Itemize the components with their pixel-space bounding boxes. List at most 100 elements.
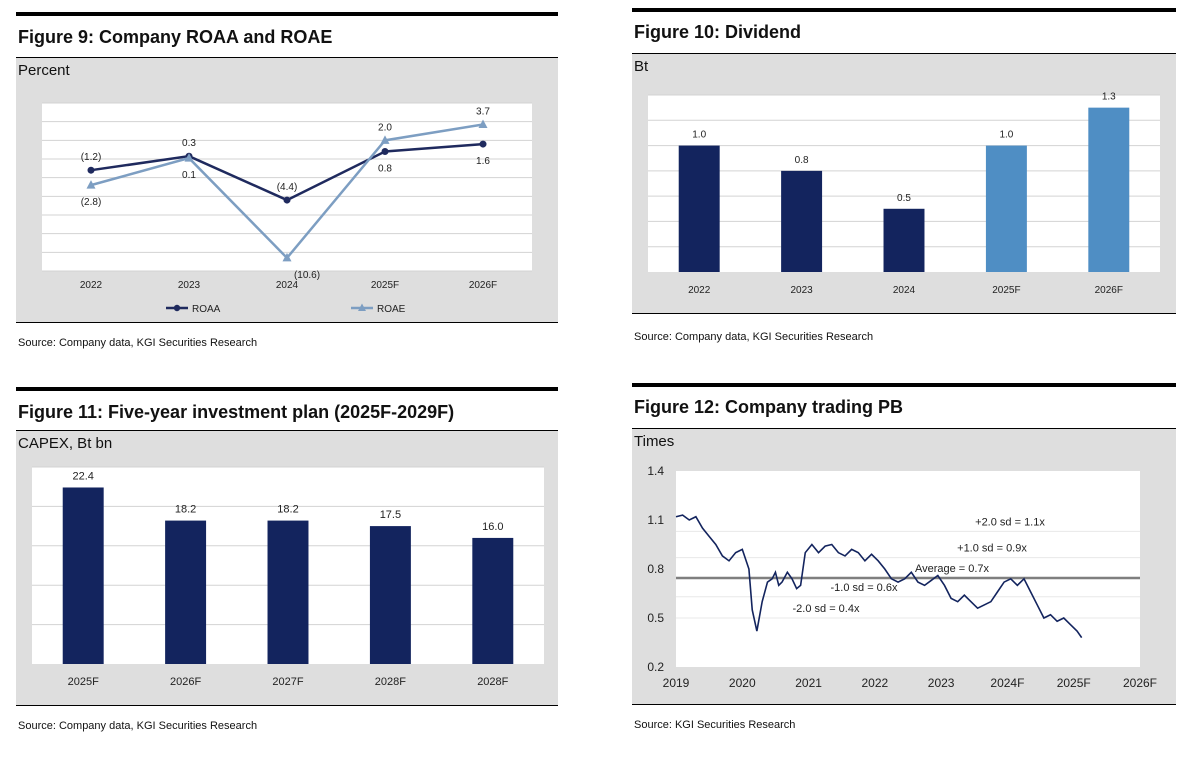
figure-10-top-rule <box>632 8 1176 12</box>
figure-11-chart-area: CAPEX, Bt bn 22.4 2025F 18.2 2026F 18.2 2027F… <box>16 430 558 706</box>
x-tick-label: 2023 <box>928 676 955 690</box>
roaa-point <box>87 166 95 174</box>
roae-data-label: 0.1 <box>182 170 196 181</box>
bar-value-label: 0.8 <box>795 155 809 166</box>
y-tick-label: 0.2 <box>647 660 664 674</box>
roaa-data-label: 0.3 <box>182 138 196 149</box>
plot-background <box>676 471 1140 667</box>
bar-value-label: 18.2 <box>175 504 196 516</box>
x-tick-label: 2026F <box>469 280 497 291</box>
bar <box>678 145 720 272</box>
y-tick-label: 1.4 <box>647 464 664 478</box>
x-tick-label: 2026F <box>1095 285 1123 296</box>
x-tick-label: 2027F <box>272 676 303 688</box>
bar <box>1088 107 1130 272</box>
roaa-point <box>381 148 389 156</box>
roae-data-label: (10.6) <box>294 270 320 281</box>
x-tick-label: 2020 <box>729 676 756 690</box>
x-tick-label: 2021 <box>795 676 822 690</box>
figure-11-title: Figure 11: Five-year investment plan (20… <box>18 402 455 422</box>
x-tick-label: 2023 <box>178 280 201 291</box>
figure-11-unit-label: CAPEX, Bt bn <box>18 435 113 452</box>
roaa-data-label: (1.2) <box>81 152 102 163</box>
figure-10-panel: Figure 10: Dividend Bt 1.0 2022 0.8 2023 0.5… <box>632 8 1176 350</box>
figure-12-chart-area: Times 1.4 1.1 0.8 0.5 0.2 2019 2020 2021 2022 202… <box>632 428 1176 705</box>
bar <box>369 526 411 664</box>
pb-series-line <box>675 514 1083 639</box>
bar-value-label: 16.0 <box>482 521 503 533</box>
figure-10-chart-area: Bt 1.0 2022 0.8 2023 0.5 2024 1.0 2025F 1.3 2026F <box>632 53 1176 314</box>
figure-9-unit-label: Percent <box>18 62 70 79</box>
roae-point <box>86 180 96 189</box>
figure-9-line-chart: 2022 2023 2024 2025F 2026F (1.2) 0.3 (4.4) 0.8 1.… <box>42 102 532 315</box>
roae-point <box>282 252 292 262</box>
roae-point <box>380 135 390 144</box>
roae-point <box>478 119 488 128</box>
x-tick-label: 2025F <box>992 285 1020 296</box>
x-tick-label: 2022 <box>80 280 103 291</box>
figure-11-source: Source: Company data, KGI Securities Res… <box>18 720 258 732</box>
roae-point <box>184 153 194 162</box>
figure-12-unit-label: Times <box>634 433 675 450</box>
x-tick-label: 2024 <box>276 280 299 291</box>
figure-10-bar-chart: 1.0 2022 0.8 2023 0.5 2024 1.0 2025F 1.3 2026F <box>648 92 1160 296</box>
x-tick-label: 2025F <box>371 280 399 291</box>
bar-value-label: 22.4 <box>72 470 93 482</box>
y-tick-label: 0.5 <box>647 611 664 625</box>
x-tick-label: 2024F <box>990 676 1024 690</box>
roaa-data-label: 0.8 <box>378 164 392 175</box>
bar <box>985 145 1027 272</box>
y-tick-label: 0.8 <box>647 562 664 576</box>
bar-value-label: 1.0 <box>999 130 1013 141</box>
legend-label: ROAA <box>192 304 221 315</box>
roae-data-label: (2.8) <box>81 197 102 208</box>
bar <box>165 520 207 664</box>
x-tick-label: 2022 <box>688 285 711 296</box>
roae-data-label: 3.7 <box>476 106 490 117</box>
figure-11-panel: Figure 11: Five-year investment plan (20… <box>16 387 558 737</box>
figure-9-title: Figure 9: Company ROAA and ROAE <box>18 27 333 47</box>
x-tick-label: 2025F <box>68 676 99 688</box>
reference-line-label: -2.0 sd = 0.4x <box>793 603 860 615</box>
figure-11-bar-chart: 22.4 2025F 18.2 2026F 18.2 2027F 17.5 2028F 16.0… <box>32 466 544 688</box>
roaa-data-label: 1.6 <box>476 156 490 167</box>
reference-line-label: +2.0 sd = 1.1x <box>975 516 1045 528</box>
x-tick-label: 2024 <box>893 285 916 296</box>
bar-value-label: 1.3 <box>1102 92 1116 103</box>
roaa-data-label: (4.4) <box>277 182 298 193</box>
legend-marker <box>173 304 181 312</box>
reference-line-label: +1.0 sd = 0.9x <box>957 543 1027 555</box>
y-tick-label: 1.1 <box>647 513 664 527</box>
bar <box>883 208 925 272</box>
roae-data-label: 2.0 <box>378 122 392 133</box>
x-tick-label: 2028F <box>477 676 508 688</box>
x-tick-label: 2025F <box>1057 676 1091 690</box>
bar <box>267 520 309 664</box>
figure-11-top-rule <box>16 387 558 391</box>
figure-10-unit-label: Bt <box>634 58 649 75</box>
bar <box>62 487 104 664</box>
figure-12-top-rule <box>632 383 1176 387</box>
x-tick-label: 2022 <box>862 676 889 690</box>
bar-value-label: 18.2 <box>277 504 298 516</box>
bar <box>472 537 514 664</box>
bar <box>781 170 823 272</box>
x-tick-label: 2028F <box>375 676 406 688</box>
figure-12-title: Figure 12: Company trading PB <box>634 397 904 417</box>
bar-value-label: 17.5 <box>380 509 401 521</box>
roaa-point <box>479 140 487 148</box>
figure-10-source: Source: Company data, KGI Securities Res… <box>634 331 874 343</box>
x-tick-label: 2026F <box>1123 676 1157 690</box>
legend-marker <box>358 303 366 311</box>
figure-12-line-chart: 1.4 1.1 0.8 0.5 0.2 2019 2020 2021 2022 2023 2024F… <box>647 464 1157 690</box>
figure-12-source: Source: KGI Securities Research <box>634 719 796 731</box>
bar-value-label: 0.5 <box>897 193 911 204</box>
x-tick-label: 2019 <box>663 676 690 690</box>
x-tick-label: 2026F <box>170 676 201 688</box>
reference-line-label: Average = 0.7x <box>915 563 990 575</box>
x-tick-label: 2023 <box>790 285 813 296</box>
figure-9-top-rule <box>16 12 558 16</box>
bar-value-label: 1.0 <box>692 130 706 141</box>
reference-line-label: -1.0 sd = 0.6x <box>831 582 898 594</box>
figure-12-panel: Figure 12: Company trading PB Times 1.4 1… <box>632 383 1176 735</box>
